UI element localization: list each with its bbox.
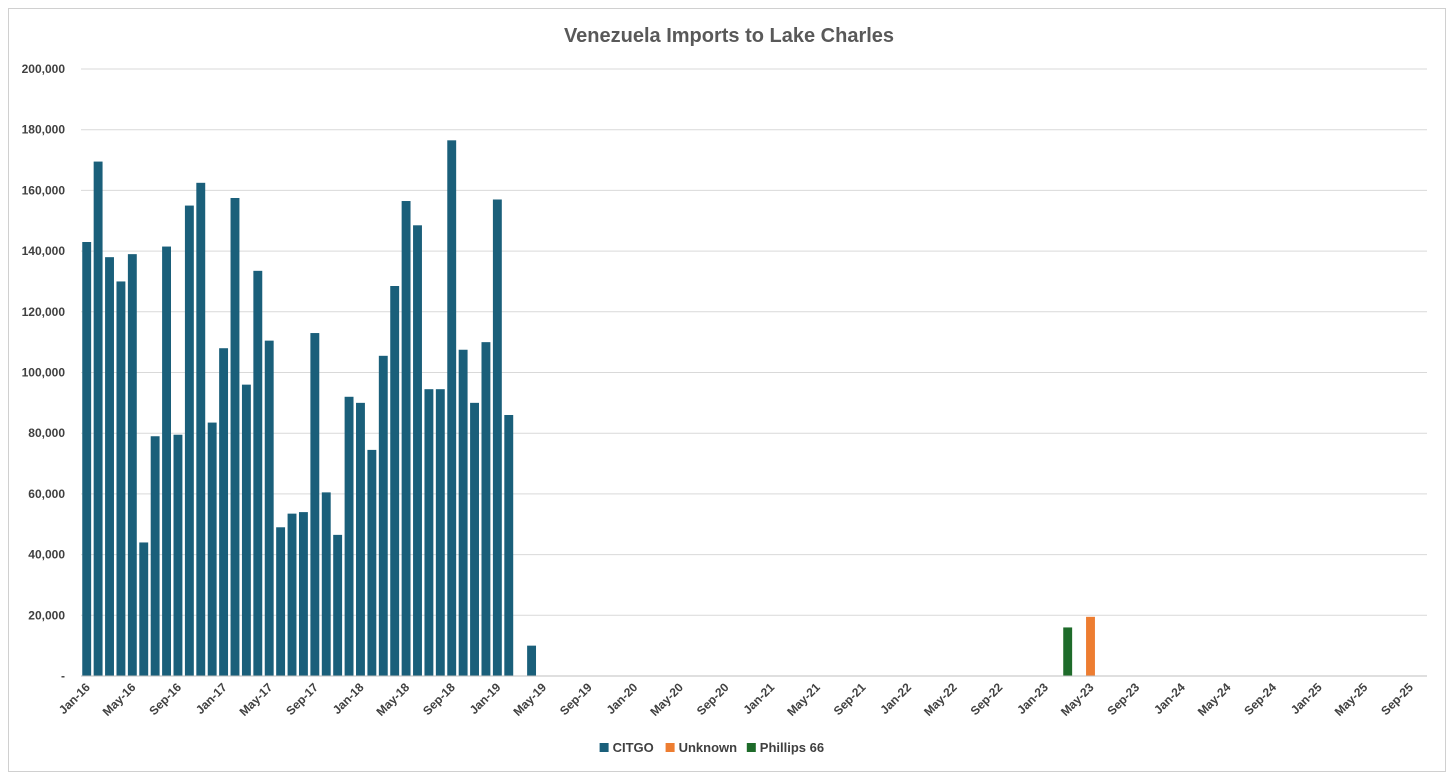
bar-unknown — [1086, 616, 1095, 676]
x-tick-label: Jan-16 — [56, 680, 93, 717]
bar-citgo — [116, 281, 126, 676]
x-tick-label: Jan-20 — [604, 680, 641, 717]
chart-title: Venezuela Imports to Lake Charles — [564, 25, 894, 47]
bar-citgo — [481, 342, 491, 676]
x-tick-label: May-19 — [510, 680, 549, 719]
legend-label: Unknown — [679, 740, 738, 755]
x-tick-label: Jan-24 — [1151, 680, 1188, 717]
x-tick-label: Sep-22 — [968, 680, 1006, 718]
x-tick-label: Jan-19 — [467, 680, 504, 717]
x-tick-label: May-16 — [100, 680, 139, 719]
x-tick-label: Jan-21 — [740, 680, 777, 717]
bar-citgo — [470, 402, 479, 676]
bar-citgo — [344, 396, 354, 676]
x-tick-label: Jan-25 — [1288, 680, 1325, 717]
x-tick-label: Sep-23 — [1105, 680, 1143, 718]
x-tick-label: Sep-16 — [146, 680, 184, 718]
bar-citgo — [390, 286, 400, 676]
bar-citgo — [219, 348, 229, 676]
y-tick-label: 200,000 — [22, 62, 66, 76]
chart-frame: Venezuela Imports to Lake Charles - 20,00… — [8, 8, 1446, 772]
bar-citgo — [184, 205, 194, 676]
x-tick-label: May-23 — [1058, 680, 1097, 719]
bar-citgo — [230, 197, 240, 677]
x-tick-label: Sep-24 — [1241, 680, 1279, 718]
bar-citgo — [504, 414, 514, 676]
bar-citgo — [82, 242, 92, 676]
bar-citgo — [298, 512, 308, 676]
y-tick-label: 60,000 — [28, 487, 65, 501]
y-tick-label: - — [61, 669, 65, 683]
legend-swatch — [746, 743, 756, 752]
x-tick-label: Jan-17 — [193, 680, 230, 717]
bar-citgo — [367, 449, 377, 676]
bar-citgo — [447, 140, 457, 676]
bar-citgo — [139, 542, 149, 676]
bar-citgo — [196, 182, 206, 676]
x-tick-label: Sep-21 — [831, 680, 869, 718]
y-tick-label: 40,000 — [28, 548, 65, 562]
bar-citgo — [207, 422, 217, 676]
x-tick-label: Sep-25 — [1378, 680, 1416, 718]
bar-citgo — [413, 225, 422, 677]
y-tick-label: 120,000 — [22, 305, 66, 319]
y-tick-label: 20,000 — [28, 608, 65, 622]
bar-citgo — [162, 246, 171, 677]
y-axis-ticks: - 20,000 40,000 60,000 80,000 100,000 120,000 1… — [22, 62, 66, 683]
x-tick-label: Sep-18 — [420, 680, 458, 718]
bar-citgo — [378, 355, 388, 676]
x-tick-label: May-18 — [374, 680, 413, 719]
x-tick-label: Jan-22 — [877, 680, 914, 717]
x-tick-label: May-17 — [237, 680, 276, 719]
bar-citgo — [105, 257, 114, 676]
x-tick-label: Sep-20 — [694, 680, 732, 718]
bar-citgo — [310, 333, 320, 676]
y-tick-label: 180,000 — [22, 123, 66, 137]
bar-citgo — [492, 199, 502, 676]
legend-swatch — [599, 743, 609, 752]
x-tick-label: May-22 — [921, 680, 960, 719]
x-axis-ticks: Jan-16 May-16 Sep-16 Jan-17 May-17 Sep-17 Jan-… — [56, 680, 1416, 719]
bar-citgo — [527, 645, 537, 676]
bar-citgo — [287, 513, 297, 676]
x-tick-label: Jan-23 — [1014, 680, 1051, 717]
bar-citgo — [173, 434, 183, 676]
bar-citgo — [458, 349, 468, 676]
bar-citgo — [321, 492, 331, 676]
bar-citgo — [253, 270, 263, 676]
bar-citgo — [127, 254, 137, 676]
bar-citgo — [435, 389, 445, 676]
x-tick-label: Sep-19 — [557, 680, 595, 718]
x-tick-label: May-25 — [1332, 680, 1371, 719]
x-tick-label: May-20 — [647, 680, 686, 719]
legend-swatch — [665, 743, 675, 752]
bar-citgo — [241, 384, 251, 676]
bar-chart: Venezuela Imports to Lake Charles - 20,00… — [22, 25, 1427, 755]
x-tick-label: May-21 — [784, 680, 823, 719]
y-tick-label: 100,000 — [22, 366, 66, 380]
bar-phillips-66 — [1063, 627, 1073, 676]
y-tick-label: 80,000 — [28, 426, 65, 440]
bar-citgo — [333, 534, 343, 676]
bar-citgo — [150, 436, 160, 676]
bar-citgo — [356, 402, 365, 676]
bar-citgo — [276, 527, 286, 676]
bar-citgo — [401, 201, 411, 676]
legend: CITGO Unknown Phillips 66 — [599, 740, 824, 755]
legend-label: CITGO — [613, 740, 654, 755]
x-tick-label: Sep-17 — [283, 680, 321, 718]
legend-label: Phillips 66 — [760, 740, 824, 755]
x-tick-label: Jan-18 — [330, 680, 367, 717]
bar-citgo — [264, 340, 274, 676]
y-tick-label: 140,000 — [22, 244, 66, 258]
bar-citgo — [424, 389, 434, 676]
bars — [82, 140, 1095, 677]
x-tick-label: May-24 — [1195, 680, 1234, 719]
y-tick-label: 160,000 — [22, 183, 66, 197]
bar-citgo — [93, 161, 103, 676]
